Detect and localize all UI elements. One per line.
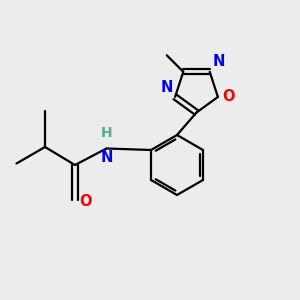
Text: N: N bbox=[100, 150, 113, 165]
Text: H: H bbox=[101, 126, 112, 140]
Text: O: O bbox=[222, 89, 234, 104]
Text: O: O bbox=[80, 194, 92, 208]
Text: N: N bbox=[212, 54, 224, 69]
Text: N: N bbox=[160, 80, 173, 94]
